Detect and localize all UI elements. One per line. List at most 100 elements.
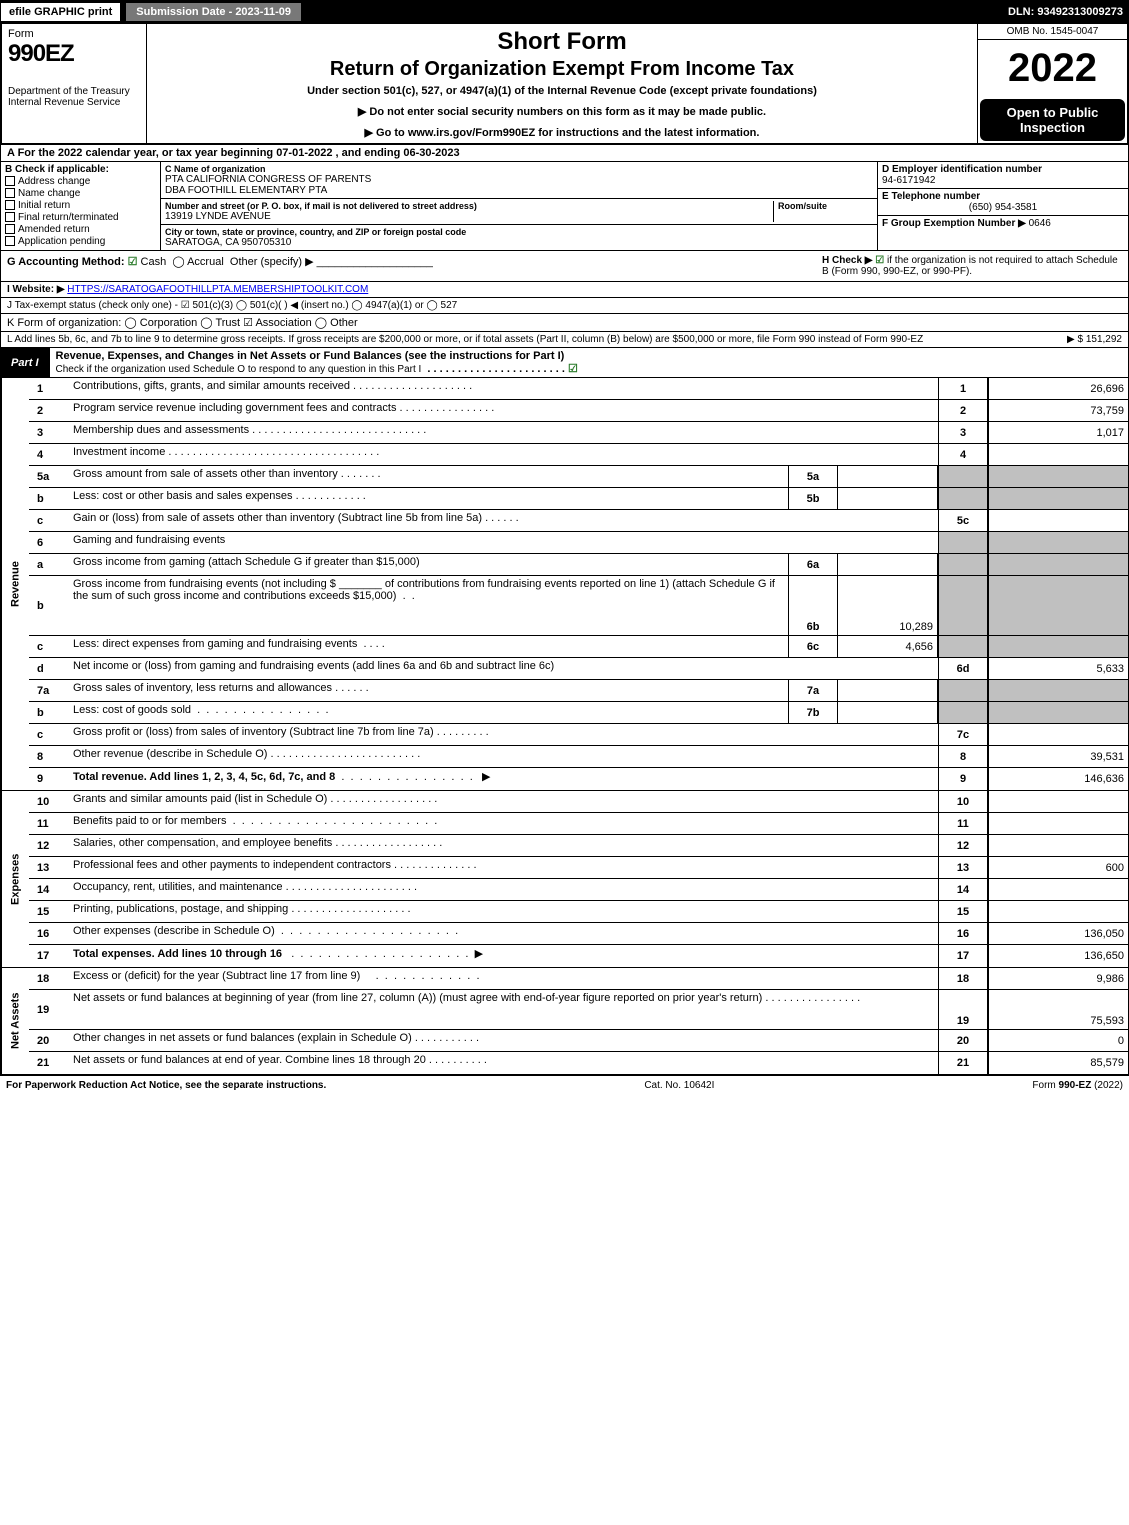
dept-treasury: Department of the Treasury	[8, 86, 140, 97]
chk-schedule-o[interactable]: ☑	[568, 363, 578, 375]
irs-label: Internal Revenue Service	[8, 97, 140, 108]
chk-name-change[interactable]: Name change	[5, 188, 156, 199]
org-city-block: City or town, state or province, country…	[161, 225, 877, 250]
col-c-org-info: C Name of organization PTA CALIFORNIA CO…	[161, 162, 878, 250]
org-city: SARATOGA, CA 950705310	[165, 237, 873, 248]
line-6c: cLess: direct expenses from gaming and f…	[29, 636, 1128, 658]
line-4: 4Investment income . . . . . . . . . . .…	[29, 444, 1128, 466]
line-5b: bLess: cost or other basis and sales exp…	[29, 488, 1128, 510]
line-12: 12Salaries, other compensation, and empl…	[29, 835, 1128, 857]
accrual-label: Accrual	[187, 256, 224, 268]
g-label: G Accounting Method:	[7, 256, 125, 268]
tel-value: (650) 954-3581	[882, 202, 1124, 213]
dln-number: DLN: 93492313009273	[1008, 6, 1123, 18]
line-15: 15Printing, publications, postage, and s…	[29, 901, 1128, 923]
city-label: City or town, state or province, country…	[165, 227, 873, 237]
org-address-block: Number and street (or P. O. box, if mail…	[161, 199, 877, 225]
org-name-1: PTA CALIFORNIA CONGRESS OF PARENTS	[165, 174, 873, 185]
short-form-title: Short Form	[157, 28, 967, 56]
line-19: 19Net assets or fund balances at beginni…	[29, 990, 1128, 1030]
row-a-tax-year: A For the 2022 calendar year, or tax yea…	[0, 145, 1129, 162]
goto-link[interactable]: ▶ Go to www.irs.gov/Form990EZ for instru…	[157, 126, 967, 139]
ein-block: D Employer identification number 94-6171…	[878, 162, 1128, 189]
h-label: H Check ▶	[822, 255, 872, 266]
net-assets-side-label: Net Assets	[1, 968, 29, 1074]
chk-initial-return[interactable]: Initial return	[5, 200, 156, 211]
other-label: Other (specify) ▶	[230, 256, 314, 268]
line-6: 6Gaming and fundraising events	[29, 532, 1128, 554]
line-14: 14Occupancy, rent, utilities, and mainte…	[29, 879, 1128, 901]
line-18: 18Excess or (deficit) for the year (Subt…	[29, 968, 1128, 990]
i-label: I Website: ▶	[7, 284, 65, 295]
group-exemption-block: F Group Exemption Number ▶ 0646	[878, 216, 1128, 231]
header-left: Form 990EZ Department of the Treasury In…	[2, 24, 147, 143]
part-1-title: Revenue, Expenses, and Changes in Net As…	[49, 348, 1128, 377]
header-mid: Short Form Return of Organization Exempt…	[147, 24, 977, 143]
l-amount: ▶ $ 151,292	[1067, 334, 1122, 345]
row-l-gross-receipts: L Add lines 5b, 6c, and 7b to line 9 to …	[0, 332, 1129, 348]
chk-final-return[interactable]: Final return/terminated	[5, 212, 156, 223]
tel-label: E Telephone number	[882, 191, 1124, 202]
org-address: 13919 LYNDE AVENUE	[165, 211, 773, 222]
page-footer: For Paperwork Reduction Act Notice, see …	[0, 1075, 1129, 1095]
line-5c: cGain or (loss) from sale of assets othe…	[29, 510, 1128, 532]
line-3: 3Membership dues and assessments . . . .…	[29, 422, 1128, 444]
expenses-section: Expenses 10Grants and similar amounts pa…	[0, 791, 1129, 968]
line-7a: 7aGross sales of inventory, less returns…	[29, 680, 1128, 702]
cash-label: Cash	[141, 256, 167, 268]
org-name-block: C Name of organization PTA CALIFORNIA CO…	[161, 162, 877, 199]
omb-number: OMB No. 1545-0047	[978, 24, 1127, 40]
org-name-label: C Name of organization	[165, 164, 873, 174]
under-section: Under section 501(c), 527, or 4947(a)(1)…	[157, 85, 967, 97]
tel-block: E Telephone number (650) 954-3581	[878, 189, 1128, 216]
grp-value: 0646	[1029, 218, 1051, 229]
addr-label: Number and street (or P. O. box, if mail…	[165, 201, 773, 211]
line-13: 13Professional fees and other payments t…	[29, 857, 1128, 879]
no-ssn-notice: ▶ Do not enter social security numbers o…	[157, 105, 967, 118]
chk-amended-return[interactable]: Amended return	[5, 224, 156, 235]
part-1-check-text: Check if the organization used Schedule …	[56, 364, 422, 375]
return-title: Return of Organization Exempt From Incom…	[157, 58, 967, 81]
row-i-website: I Website: ▶ HTTPS://SARATOGAFOOTHILLPTA…	[0, 282, 1129, 298]
line-21: 21Net assets or fund balances at end of …	[29, 1052, 1128, 1074]
website-link[interactable]: HTTPS://SARATOGAFOOTHILLPTA.MEMBERSHIPTO…	[67, 284, 368, 295]
line-16: 16Other expenses (describe in Schedule O…	[29, 923, 1128, 945]
expenses-side-label: Expenses	[1, 791, 29, 967]
chk-h[interactable]: ☑	[875, 255, 884, 266]
revenue-section: Revenue 1Contributions, gifts, grants, a…	[0, 378, 1129, 791]
chk-application-pending[interactable]: Application pending	[5, 236, 156, 247]
part-1-header: Part I Revenue, Expenses, and Changes in…	[0, 348, 1129, 378]
top-bar: efile GRAPHIC print Submission Date - 20…	[0, 0, 1129, 24]
line-2: 2Program service revenue including gover…	[29, 400, 1128, 422]
form-label: Form	[8, 28, 140, 40]
line-6d: dNet income or (loss) from gaming and fu…	[29, 658, 1128, 680]
line-6b: b Gross income from fundraising events (…	[29, 576, 1128, 636]
line-1: 1Contributions, gifts, grants, and simil…	[29, 378, 1128, 400]
line-7c: cGross profit or (loss) from sales of in…	[29, 724, 1128, 746]
line-17: 17Total expenses. Add lines 10 through 1…	[29, 945, 1128, 967]
chk-address-change[interactable]: Address change	[5, 176, 156, 187]
line-6a: aGross income from gaming (attach Schedu…	[29, 554, 1128, 576]
efile-button[interactable]: efile GRAPHIC print	[0, 2, 121, 22]
grp-label: F Group Exemption Number ▶	[882, 218, 1026, 229]
revenue-side-label: Revenue	[1, 378, 29, 790]
footer-right: Form 990-EZ (2022)	[1032, 1080, 1123, 1091]
room-label: Room/suite	[778, 201, 873, 211]
col-d-ids: D Employer identification number 94-6171…	[878, 162, 1128, 250]
part-1-label: Part I	[1, 354, 49, 372]
row-k-org-form: K Form of organization: ◯ Corporation ◯ …	[0, 314, 1129, 332]
header-right: OMB No. 1545-0047 2022 Open to Public In…	[977, 24, 1127, 143]
form-header: Form 990EZ Department of the Treasury In…	[0, 24, 1129, 145]
col-b-checkboxes: B Check if applicable: Address change Na…	[1, 162, 161, 250]
line-20: 20Other changes in net assets or fund ba…	[29, 1030, 1128, 1052]
submission-date: Submission Date - 2023-11-09	[125, 2, 302, 22]
line-8: 8Other revenue (describe in Schedule O) …	[29, 746, 1128, 768]
chk-cash[interactable]: ☑	[128, 256, 138, 268]
ein-label: D Employer identification number	[882, 164, 1124, 175]
line-5a: 5aGross amount from sale of assets other…	[29, 466, 1128, 488]
line-9: 9Total revenue. Add lines 1, 2, 3, 4, 5c…	[29, 768, 1128, 790]
row-j-tax-exempt: J Tax-exempt status (check only one) - ☑…	[0, 298, 1129, 314]
open-public-badge: Open to Public Inspection	[980, 99, 1125, 141]
row-g-accounting: G Accounting Method: ☑ Cash ◯ Accrual Ot…	[0, 251, 1129, 282]
line-10: 10Grants and similar amounts paid (list …	[29, 791, 1128, 813]
